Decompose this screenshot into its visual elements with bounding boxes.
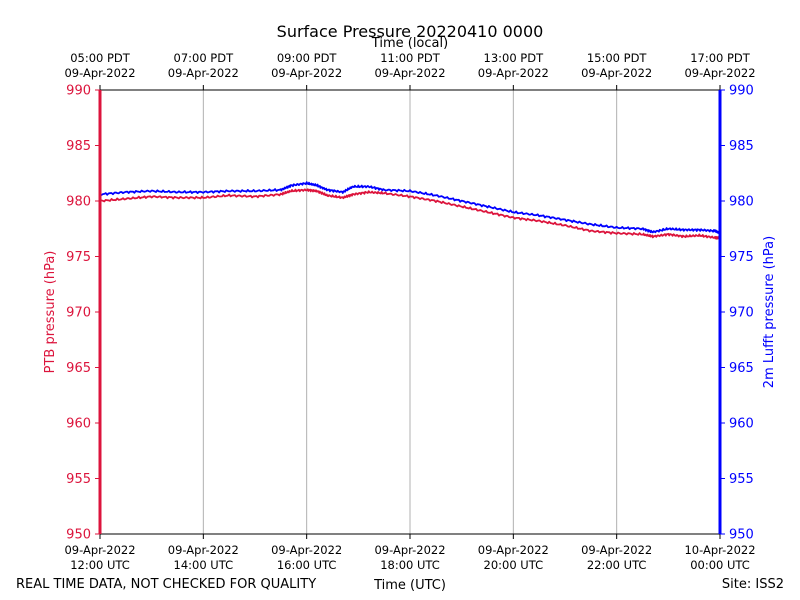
y-tick-label-right: 990: [729, 84, 754, 99]
x-tick-label-bottom-time: 14:00 UTC: [174, 558, 234, 572]
x-tick-label-top-date: 09-Apr-2022: [581, 66, 652, 80]
y-tick-label-right: 955: [729, 472, 754, 487]
x-tick-label-top-time: 05:00 PDT: [70, 51, 131, 65]
y-tick-label-left: 955: [66, 472, 91, 487]
right-axis-label: 2m Lufft pressure (hPa): [762, 236, 777, 388]
y-tick-label-right: 985: [729, 139, 754, 154]
quality-note: REAL TIME DATA, NOT CHECKED FOR QUALITY: [16, 577, 316, 592]
x-tick-label-bottom-date: 09-Apr-2022: [64, 543, 135, 557]
series-lines: [99, 181, 721, 240]
x-tick-label-top-time: 17:00 PDT: [690, 51, 751, 65]
x-tick-label-top-date: 09-Apr-2022: [374, 66, 445, 80]
y-tick-label-left: 960: [66, 417, 91, 432]
x-tick-label-bottom-time: 18:00 UTC: [380, 558, 440, 572]
x-tick-label-top-time: 13:00 PDT: [484, 51, 545, 65]
x-tick-label-bottom-time: 16:00 UTC: [277, 558, 337, 572]
x-tick-label-bottom-time: 20:00 UTC: [484, 558, 544, 572]
top-axis-label: Time (local): [371, 36, 448, 51]
y-tick-label-right: 965: [729, 361, 754, 376]
x-tick-label-top-date: 09-Apr-2022: [64, 66, 135, 80]
x-tick-label-top-time: 11:00 PDT: [380, 51, 441, 65]
x-tick-label-top-date: 09-Apr-2022: [478, 66, 549, 80]
y-tick-label-left: 975: [66, 250, 91, 265]
x-tick-label-bottom-time: 12:00 UTC: [70, 558, 130, 572]
y-tick-label-left: 950: [66, 528, 91, 543]
y-tick-label-left: 970: [66, 306, 91, 321]
y-tick-label-right: 970: [729, 306, 754, 321]
left-axis-label: PTB pressure (hPa): [43, 251, 58, 374]
x-tick-label-bottom-date: 10-Apr-2022: [684, 543, 755, 557]
site-label: Site: ISS2: [722, 577, 784, 592]
y-tick-label-left: 980: [66, 195, 91, 210]
x-tick-label-bottom-date: 09-Apr-2022: [271, 543, 342, 557]
x-tick-label-top-time: 07:00 PDT: [174, 51, 235, 65]
x-tick-label-top-time: 15:00 PDT: [587, 51, 648, 65]
y-tick-label-right: 980: [729, 195, 754, 210]
x-tick-label-bottom-date: 09-Apr-2022: [581, 543, 652, 557]
x-tick-label-bottom-time: 22:00 UTC: [587, 558, 647, 572]
y-tick-label-left: 990: [66, 84, 91, 99]
x-tick-label-top-date: 09-Apr-2022: [168, 66, 239, 80]
x-tick-label-top-date: 09-Apr-2022: [684, 66, 755, 80]
y-tick-label-left: 965: [66, 361, 91, 376]
grid-lines: [202, 90, 618, 534]
x-tick-label-bottom-time: 00:00 UTC: [690, 558, 750, 572]
x-tick-label-bottom-date: 09-Apr-2022: [478, 543, 549, 557]
ptb-pressure-line: [99, 188, 721, 240]
bottom-axis-label: Time (UTC): [373, 578, 446, 593]
chart-title: Surface Pressure 20220410 0000: [277, 22, 544, 41]
x-tick-label-top-date: 09-Apr-2022: [271, 66, 342, 80]
x-tick-label-top-time: 09:00 PDT: [277, 51, 338, 65]
x-tick-label-bottom-date: 09-Apr-2022: [168, 543, 239, 557]
y-tick-label-right: 960: [729, 417, 754, 432]
x-tick-label-bottom-date: 09-Apr-2022: [374, 543, 445, 557]
y-tick-label-left: 985: [66, 139, 91, 154]
lufft-pressure-line: [99, 181, 721, 235]
y-tick-label-right: 950: [729, 528, 754, 543]
y-tick-label-right: 975: [729, 250, 754, 265]
